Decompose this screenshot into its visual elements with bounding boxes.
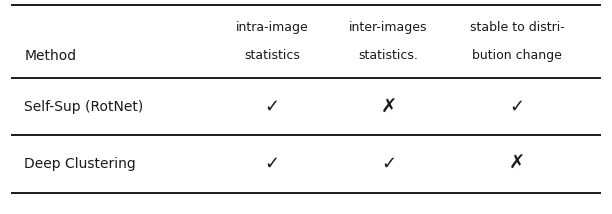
Text: intra-image: intra-image bbox=[236, 21, 308, 34]
Text: ✗: ✗ bbox=[381, 98, 397, 116]
Text: statistics.: statistics. bbox=[359, 49, 419, 62]
Text: ✗: ✗ bbox=[509, 154, 525, 173]
Text: Deep Clustering: Deep Clustering bbox=[24, 157, 136, 171]
Text: ✓: ✓ bbox=[265, 98, 280, 116]
Text: ✓: ✓ bbox=[510, 98, 524, 116]
Text: ✓: ✓ bbox=[265, 155, 280, 173]
Text: Method: Method bbox=[24, 49, 76, 63]
Text: inter-images: inter-images bbox=[349, 21, 428, 34]
Text: ✓: ✓ bbox=[381, 155, 396, 173]
Text: Self-Sup (RotNet): Self-Sup (RotNet) bbox=[24, 100, 144, 114]
Text: stable to distri-: stable to distri- bbox=[470, 21, 564, 34]
Text: bution change: bution change bbox=[472, 49, 562, 62]
Text: statistics: statistics bbox=[244, 49, 300, 62]
